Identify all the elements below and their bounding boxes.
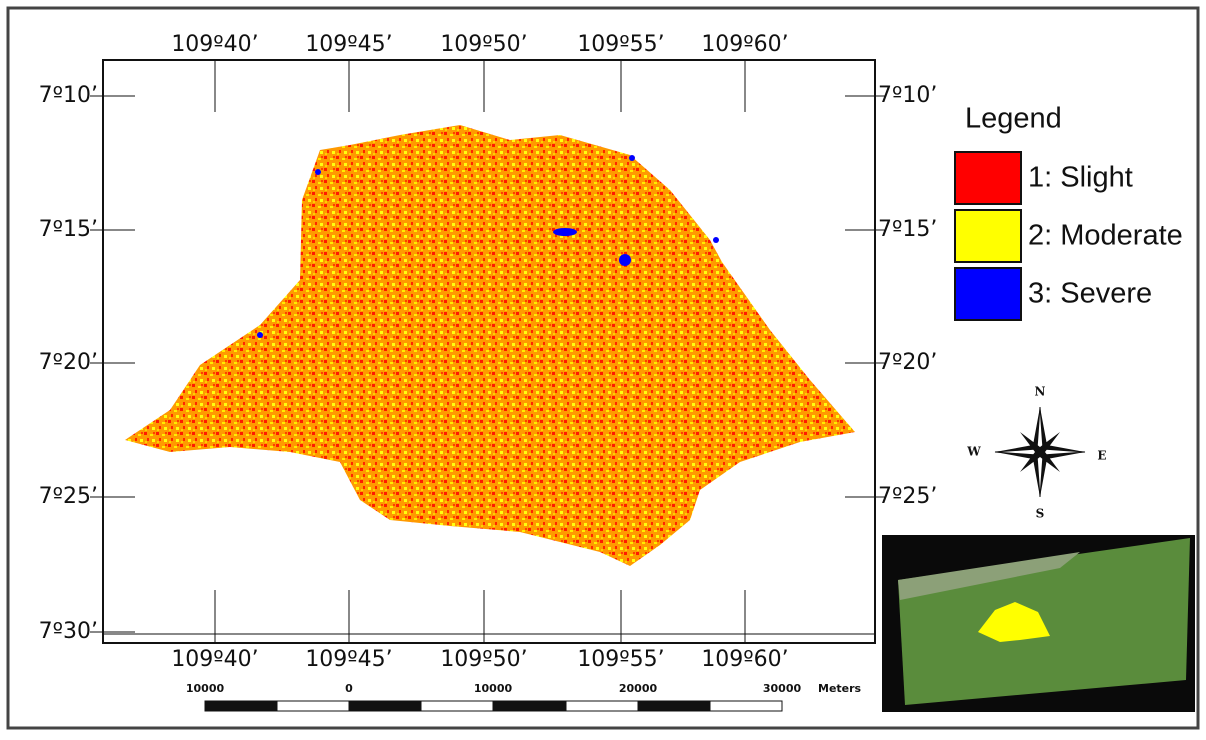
- inset-map: [882, 535, 1195, 712]
- scale-label: 10000: [474, 682, 513, 695]
- longitude-label: 109º40’: [171, 32, 258, 57]
- compass-e: E: [1097, 449, 1106, 463]
- legend-swatch: [955, 210, 1021, 262]
- latitude-label: 7º10’: [878, 83, 937, 108]
- scale-segment: [349, 701, 421, 711]
- compass-s: S: [1036, 507, 1045, 521]
- latitude-label: 7º25’: [39, 484, 98, 509]
- scale-label: 30000: [763, 682, 802, 695]
- compass-n: N: [1035, 385, 1046, 399]
- legend-swatch: [955, 268, 1021, 320]
- legend-swatch: [955, 152, 1021, 204]
- longitude-label: 109º50’: [440, 647, 527, 672]
- scale-segment: [493, 701, 566, 711]
- longitude-label: 109º55’: [577, 32, 664, 57]
- scale-label: 0: [345, 682, 353, 695]
- compass: N S E W: [966, 385, 1106, 521]
- longitude-label: 109º40’: [171, 647, 258, 672]
- scale-segment: [421, 701, 493, 711]
- latitude-label: 7º30’: [39, 619, 98, 644]
- legend-title: Legend: [965, 103, 1062, 135]
- latitude-label: 7º15’: [39, 217, 98, 242]
- latitude-label: 7º10’: [39, 83, 98, 108]
- longitude-label: 109º45’: [305, 647, 392, 672]
- scale-segment: [566, 701, 638, 711]
- scale-label: 20000: [619, 682, 658, 695]
- longitude-label: 109º45’: [305, 32, 392, 57]
- scale-segment: [638, 701, 710, 711]
- latitude-label: 7º20’: [39, 350, 98, 375]
- map-layout: 109º40’ 109º40’ 109º45’ 109º45’ 109º50’ 109º5…: [0, 0, 1206, 736]
- latitude-label: 7º20’: [878, 350, 937, 375]
- longitude-label: 109º60’: [701, 647, 788, 672]
- legend-label: 3: Severe: [1028, 278, 1152, 310]
- legend-label: 2: Moderate: [1028, 220, 1183, 252]
- compass-w: W: [966, 445, 981, 459]
- latitude-label: 7º15’: [878, 217, 937, 242]
- legend: Legend 1: Slight 2: Moderate 3: Severe: [955, 103, 1183, 320]
- scale-segment: [710, 701, 782, 711]
- scale-segment: [277, 701, 349, 711]
- scale-bar: 10000 0 10000 20000 30000 Meters: [186, 682, 862, 711]
- scale-unit: Meters: [818, 682, 862, 695]
- latitude-label: 7º25’: [878, 484, 937, 509]
- scale-segment: [205, 701, 277, 711]
- legend-label: 1: Slight: [1028, 162, 1133, 194]
- longitude-label: 109º60’: [701, 32, 788, 57]
- longitude-label: 109º55’: [577, 647, 664, 672]
- scale-label: 10000: [186, 682, 225, 695]
- longitude-label: 109º50’: [440, 32, 527, 57]
